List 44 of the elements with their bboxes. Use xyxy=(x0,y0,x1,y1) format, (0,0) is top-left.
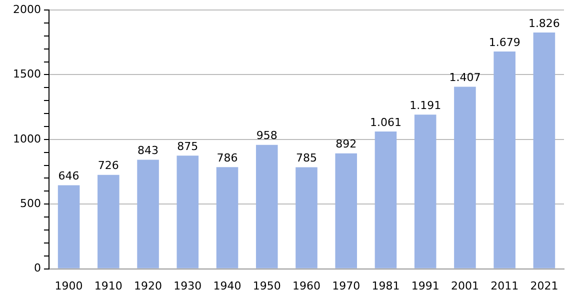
x-tick-label: 2011 xyxy=(490,279,519,292)
x-tick-label: 1910 xyxy=(94,279,122,292)
bar xyxy=(494,52,516,268)
bar xyxy=(335,153,358,268)
x-tick-label: 1950 xyxy=(252,279,281,292)
bar xyxy=(137,160,159,268)
x-tick-label: 1900 xyxy=(54,279,83,292)
data-label: 958 xyxy=(256,129,278,142)
bar xyxy=(216,167,238,268)
data-label: 875 xyxy=(177,140,198,153)
x-tick-label: 1940 xyxy=(213,279,242,292)
x-tick-label: 1960 xyxy=(292,279,320,292)
x-tick-label: 1920 xyxy=(134,279,162,292)
y-tick-label: 0 xyxy=(34,262,41,275)
bar xyxy=(256,144,278,268)
bar xyxy=(454,86,476,268)
y-tick-label: 1000 xyxy=(12,132,41,146)
bar xyxy=(296,167,318,268)
y-tick-label: 1500 xyxy=(12,68,41,81)
data-label: 892 xyxy=(336,138,357,151)
data-label: 726 xyxy=(98,159,119,172)
x-tick-label: 1970 xyxy=(332,279,360,292)
x-tick-label: 2001 xyxy=(450,279,479,292)
x-tick-label: 2021 xyxy=(530,279,558,292)
data-label: 646 xyxy=(58,170,80,183)
bar xyxy=(374,132,397,268)
bar xyxy=(98,174,120,268)
bar xyxy=(58,185,80,268)
bar xyxy=(533,32,556,268)
data-label: 786 xyxy=(216,151,238,164)
y-tick-label: 2000 xyxy=(12,2,41,16)
data-label: 785 xyxy=(296,152,317,165)
data-label: 1.191 xyxy=(410,99,442,112)
x-tick-label: 1991 xyxy=(411,279,440,292)
data-label: 1.407 xyxy=(449,71,481,84)
x-tick-label: 1981 xyxy=(372,279,400,292)
data-label: 1.826 xyxy=(528,16,560,30)
data-label: 1.679 xyxy=(488,36,520,49)
bar xyxy=(414,114,436,268)
x-tick-label: 1930 xyxy=(174,279,202,292)
bar xyxy=(176,156,199,268)
data-label: 843 xyxy=(138,144,159,158)
data-label: 1.061 xyxy=(370,116,402,129)
y-tick-label: 500 xyxy=(20,196,41,210)
